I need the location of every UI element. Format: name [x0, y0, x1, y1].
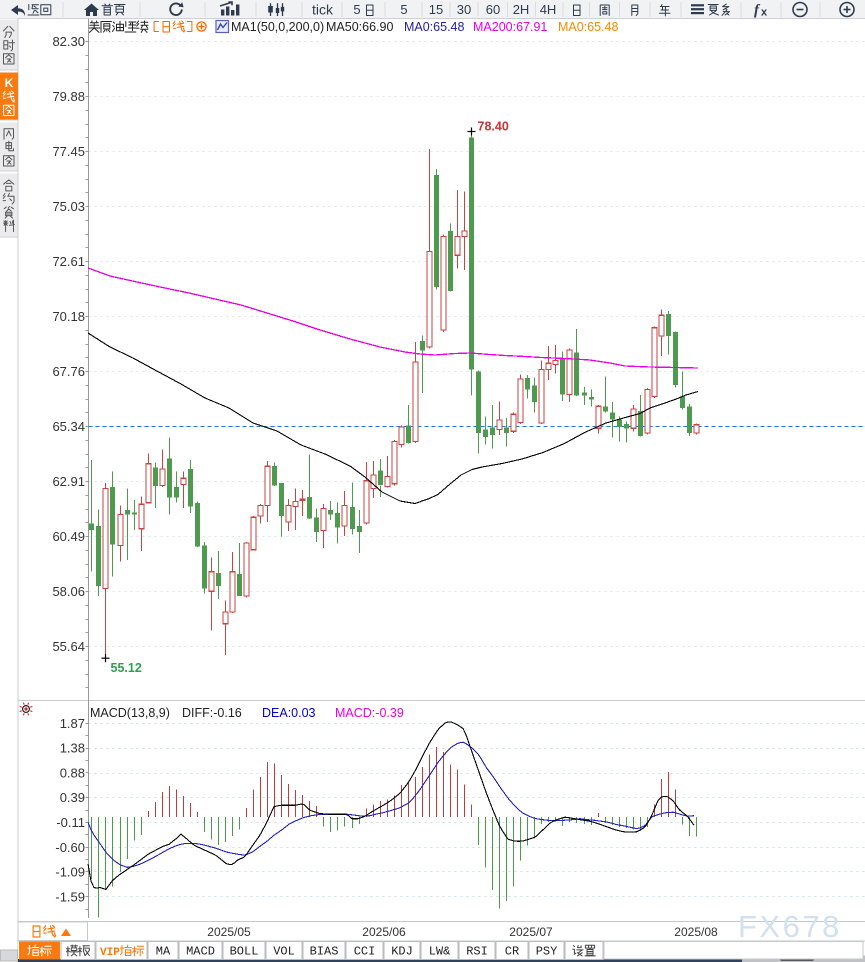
svg-text:62.91: 62.91 [52, 474, 85, 489]
svg-text:DEA:0.03: DEA:0.03 [262, 706, 316, 720]
svg-text:-1.09: -1.09 [55, 864, 85, 879]
svg-text:-0.11: -0.11 [56, 815, 85, 830]
svg-text:30: 30 [457, 2, 471, 17]
svg-text:70.18: 70.18 [52, 309, 85, 324]
svg-text:5: 5 [353, 2, 360, 17]
svg-text:KDJ: KDJ [391, 945, 413, 959]
svg-text:tick: tick [312, 2, 334, 18]
svg-text:MA1(50,0,200,0): MA1(50,0,200,0) [231, 20, 324, 34]
svg-text:f: f [754, 3, 761, 19]
svg-text:CR: CR [505, 945, 519, 959]
svg-text:2025/07: 2025/07 [509, 925, 553, 939]
svg-text:2H: 2H [513, 2, 530, 17]
svg-text:2025/06: 2025/06 [362, 925, 406, 939]
svg-text:FX678: FX678 [738, 909, 842, 944]
svg-text:LW&: LW& [429, 945, 451, 959]
svg-text:67.76: 67.76 [52, 364, 85, 379]
svg-text:VOL: VOL [273, 945, 295, 959]
svg-text:15: 15 [429, 2, 443, 17]
svg-text:1.87: 1.87 [60, 716, 85, 731]
svg-text:60.49: 60.49 [52, 529, 85, 544]
svg-text:MACD: MACD [186, 945, 215, 959]
svg-text:PSY: PSY [536, 945, 558, 959]
svg-text:0.39: 0.39 [60, 790, 85, 805]
svg-text:-1.59: -1.59 [55, 889, 85, 904]
svg-text:MA: MA [156, 945, 171, 959]
svg-text:77.45: 77.45 [52, 144, 85, 159]
svg-text:MACD(13,8,9): MACD(13,8,9) [90, 706, 170, 720]
svg-text:MA0:65.48: MA0:65.48 [404, 20, 465, 34]
svg-text:5: 5 [400, 2, 407, 17]
svg-text:55.64: 55.64 [52, 639, 85, 654]
svg-text:55.12: 55.12 [111, 661, 142, 675]
svg-text:RSI: RSI [466, 945, 488, 959]
svg-text:BOLL: BOLL [230, 945, 259, 959]
svg-text:VIP: VIP [100, 947, 120, 959]
svg-text:0.88: 0.88 [60, 766, 85, 781]
svg-text:MA0:65.48: MA0:65.48 [558, 20, 619, 34]
svg-text:CCI: CCI [354, 945, 376, 959]
svg-text:75.03: 75.03 [52, 199, 85, 214]
svg-text:58.06: 58.06 [52, 584, 85, 599]
svg-text:MA200:67.91: MA200:67.91 [473, 20, 547, 34]
svg-text:82.30: 82.30 [52, 34, 85, 49]
svg-text:-0.60: -0.60 [55, 840, 85, 855]
svg-text:79.88: 79.88 [52, 89, 85, 104]
svg-text:78.40: 78.40 [478, 120, 509, 134]
svg-text:MACD:-0.39: MACD:-0.39 [335, 706, 404, 720]
svg-text:MA50:66.90: MA50:66.90 [326, 20, 393, 34]
svg-text:1.38: 1.38 [60, 741, 85, 756]
svg-text:2025/05: 2025/05 [207, 925, 251, 939]
svg-text:BIAS: BIAS [310, 945, 339, 959]
svg-text:DIFF:-0.16: DIFF:-0.16 [182, 706, 242, 720]
svg-text:K: K [5, 76, 14, 90]
svg-text:65.34: 65.34 [52, 419, 85, 434]
svg-text:60: 60 [486, 2, 500, 17]
svg-text:4H: 4H [540, 2, 557, 17]
svg-text:x: x [761, 7, 768, 19]
svg-text:2025/08: 2025/08 [674, 925, 718, 939]
svg-text:72.61: 72.61 [52, 254, 85, 269]
